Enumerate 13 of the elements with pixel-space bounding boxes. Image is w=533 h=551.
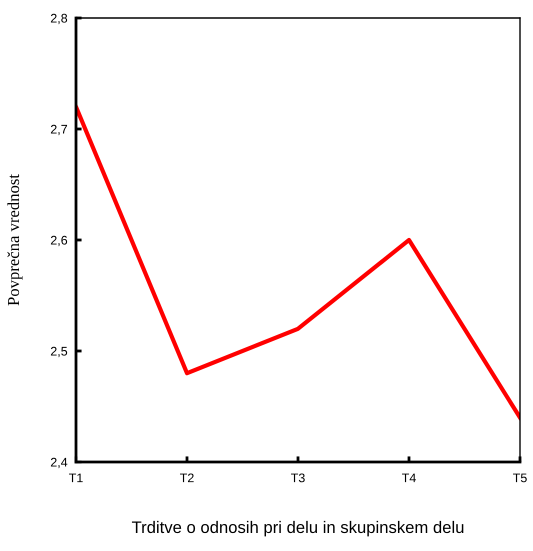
x-axis-title: Trditve o odnosih pri delu in skupinskem delu bbox=[132, 520, 464, 536]
x-tick-label: T2 bbox=[180, 473, 194, 482]
x-tick-label: T4 bbox=[402, 474, 416, 482]
line-series bbox=[76, 104, 520, 420]
y-tick-label: 2,5 bbox=[50, 346, 68, 358]
x-tick-label: T3 bbox=[290, 473, 305, 482]
y-axis-title: Povprečna vrednost bbox=[7, 174, 23, 306]
x-tick-label: T5 bbox=[512, 474, 527, 482]
y-tick-label: 2,8 bbox=[50, 14, 68, 24]
y-tick-label: 2,4 bbox=[50, 458, 68, 468]
y-tick-label: 2,6 bbox=[50, 236, 68, 246]
x-tick-label: T1 bbox=[68, 474, 83, 482]
y-tick-label: 2,7 bbox=[50, 124, 68, 136]
